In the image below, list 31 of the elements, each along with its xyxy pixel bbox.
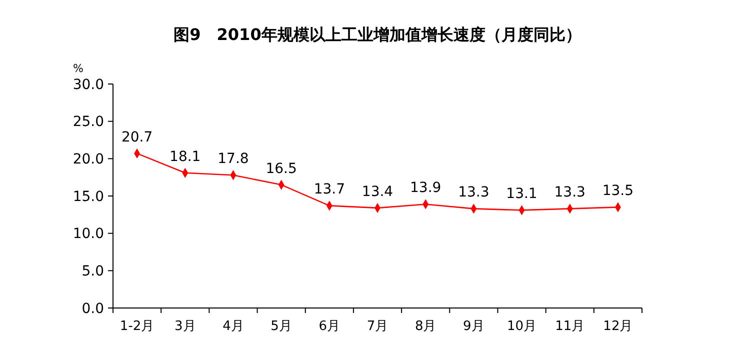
- y-axis-title: %: [73, 62, 84, 75]
- chart-title: 图9 2010年规模以上工业增加值增长速度（月度同比）: [174, 25, 582, 44]
- y-tick-label: 0.0: [82, 300, 104, 317]
- x-tick-label: 12月: [603, 319, 633, 334]
- y-tick-label: 25.0: [72, 114, 104, 130]
- x-tick-label: 3月: [174, 319, 196, 334]
- data-label: 13.9: [410, 180, 442, 196]
- data-label: 13.7: [314, 182, 345, 198]
- data-label: 13.1: [506, 186, 538, 202]
- data-label: 13.3: [458, 184, 490, 201]
- x-tick-label: 9月: [463, 319, 484, 334]
- data-label: 16.5: [266, 160, 297, 177]
- data-label: 20.7: [121, 129, 153, 146]
- data-label: 18.1: [170, 148, 201, 165]
- x-tick-label: 5月: [270, 319, 292, 334]
- y-tick-label: 5.0: [82, 264, 104, 280]
- x-tick-label: 11月: [555, 319, 585, 334]
- x-tick-label: 10月: [507, 319, 537, 334]
- y-tick-label: 15.0: [72, 188, 104, 205]
- x-tick-label: 1-2月: [120, 319, 154, 334]
- y-tick-label: 20.0: [72, 152, 104, 168]
- x-tick-label: 7月: [366, 319, 388, 334]
- y-tick-label: 10.0: [72, 226, 104, 242]
- data-label: 13.5: [602, 183, 634, 200]
- data-label: 13.4: [362, 184, 394, 200]
- y-tick-label: 30.0: [72, 76, 104, 93]
- x-tick-label: 8月: [414, 319, 436, 334]
- data-label: 13.3: [554, 184, 586, 201]
- data-label: 17.8: [218, 151, 249, 168]
- x-tick-label: 6月: [318, 319, 340, 334]
- x-tick-label: 4月: [222, 319, 244, 334]
